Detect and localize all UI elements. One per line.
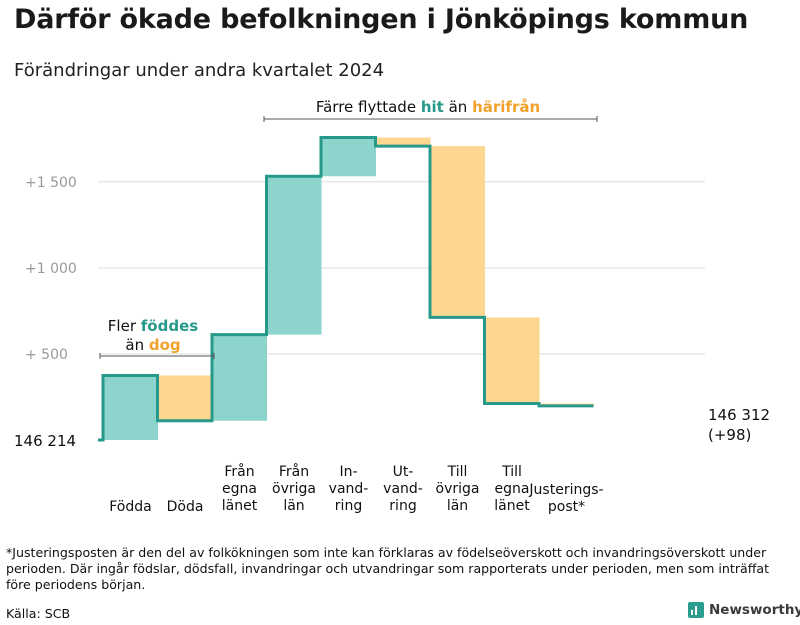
y-tick-label: +1 000 (25, 261, 77, 277)
waterfall-bar (430, 146, 485, 318)
category-label: Till (447, 464, 468, 480)
source-label: Källa: SCB (6, 606, 71, 621)
waterfall-bar (266, 176, 322, 335)
waterfall-bar (157, 375, 213, 421)
annotation-births-line1: Fler föddes (108, 317, 198, 335)
category-label: vand- (329, 481, 369, 497)
y-tick-label: + 500 (25, 347, 68, 363)
category-label: egna (222, 481, 257, 497)
category-label: Döda (167, 499, 204, 515)
category-label: Ut- (393, 464, 414, 480)
start-value-label: 146 214 (14, 432, 76, 450)
end-value-label: 146 312 (708, 406, 770, 424)
brand-logo: Newsworthy (688, 602, 800, 618)
waterfall-bar (212, 334, 267, 421)
category-label: vand- (383, 481, 423, 497)
category-label: övriga (272, 481, 316, 497)
category-label: Från (224, 463, 254, 480)
category-label: länet (494, 498, 530, 514)
category-label: Till (501, 464, 522, 480)
category-label: Födda (109, 499, 151, 515)
category-label: ring (335, 498, 362, 514)
end-change-label: (+98) (708, 426, 751, 444)
waterfall-bar (375, 137, 431, 147)
waterfall-bar (103, 375, 158, 440)
cumulative-step-line (98, 136, 594, 442)
bar-chart-icon (688, 602, 704, 618)
y-tick-label: +1 500 (25, 175, 77, 191)
category-label: län (447, 498, 468, 514)
category-label: post* (548, 499, 585, 515)
category-label: Justerings- (528, 482, 603, 498)
category-label: ring (389, 498, 416, 514)
brand-name: Newsworthy (709, 602, 800, 618)
waterfall-bar (321, 137, 376, 177)
waterfall-bar (484, 317, 540, 404)
annotation-bracket-births (99, 353, 215, 359)
category-label: länet (222, 498, 258, 514)
waterfall-chart: + 500 +1 000 +1 500 146 214 146 312 (+98) Född… (14, 98, 770, 515)
annotation-bracket-moves (263, 116, 598, 122)
annotation-moves: Färre flyttade hit än härifrån (316, 98, 540, 116)
category-label: In- (339, 464, 357, 480)
category-label: egna (495, 481, 530, 497)
chart-subtitle: Förändringar under andra kvartalet 2024 (14, 60, 385, 81)
footnote: *Justeringsposten är den del av folkökni… (6, 545, 770, 592)
category-label: övriga (436, 481, 480, 497)
category-label: Från (279, 463, 309, 480)
category-label: län (283, 498, 304, 514)
annotation-births-line2: än dog (125, 336, 180, 354)
chart-title: Därför ökade befolkningen i Jönköpings k… (14, 4, 749, 35)
